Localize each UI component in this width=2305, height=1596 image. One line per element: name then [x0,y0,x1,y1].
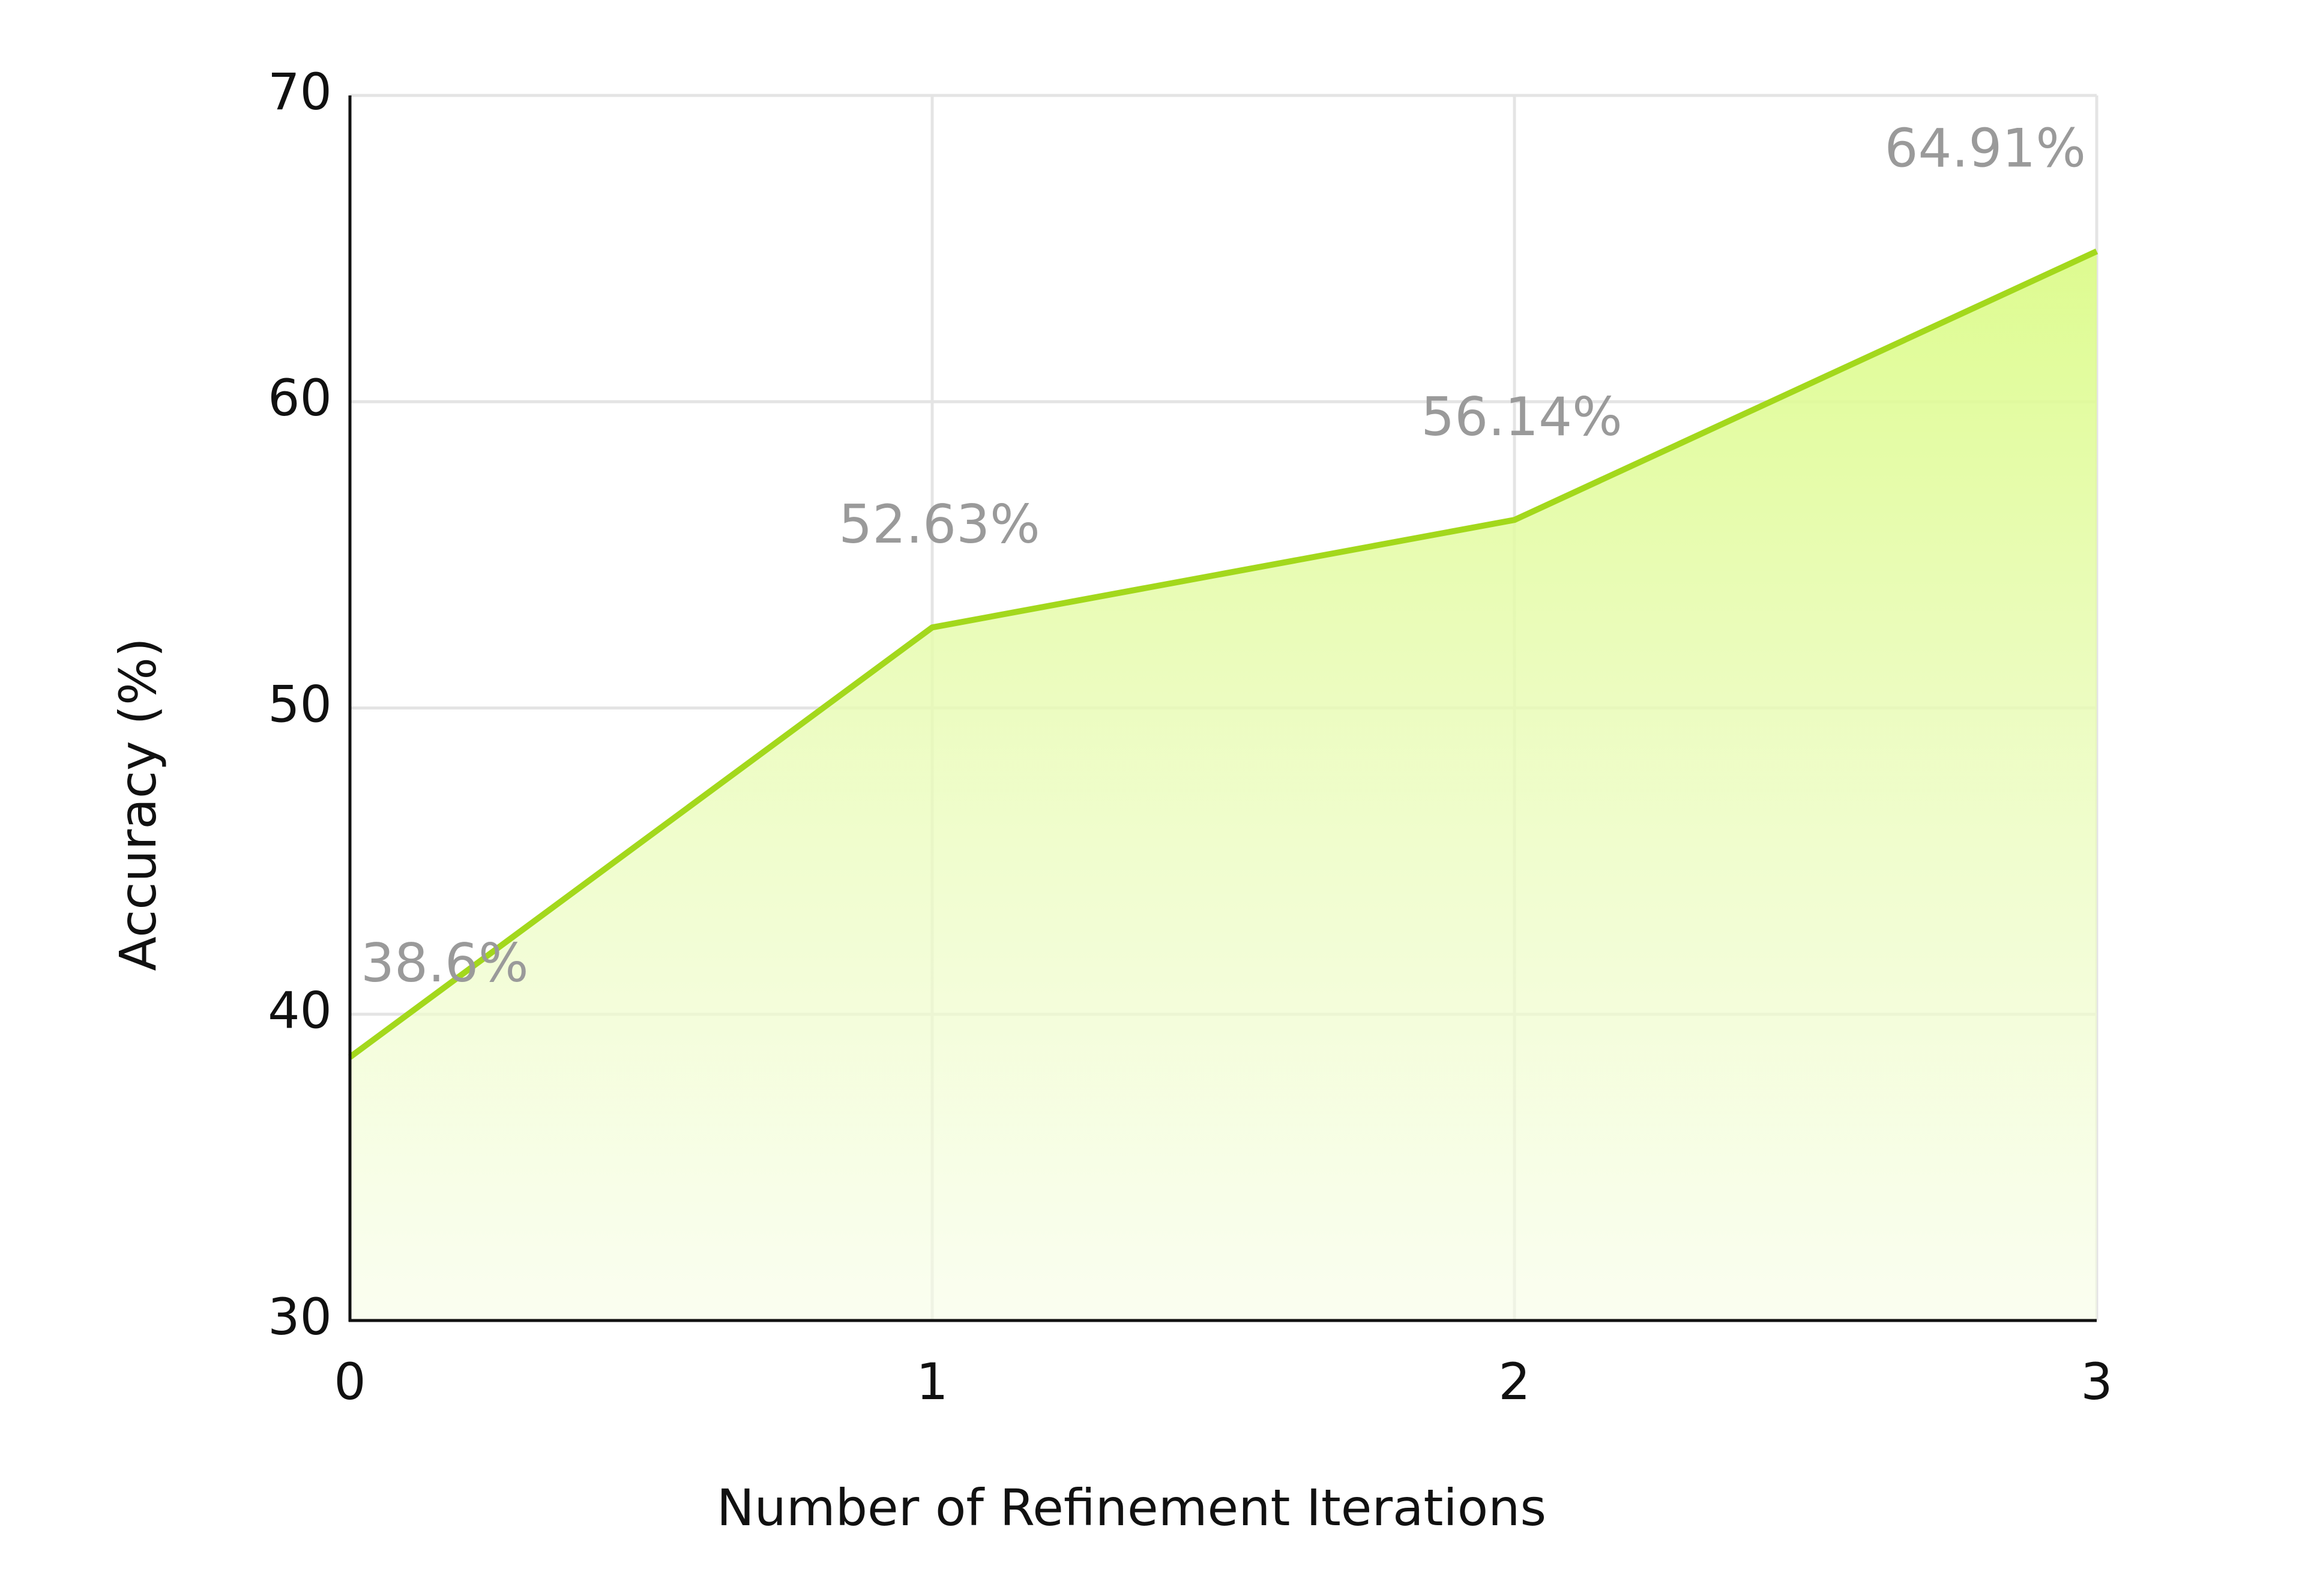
data-label: 64.91% [1884,118,2086,179]
y-axis-title: Accuracy (%) [109,637,167,971]
y-tick-label: 60 [268,369,332,427]
data-label: 52.63% [839,493,1040,555]
data-label: 38.6% [361,932,529,994]
y-tick-label: 50 [268,675,332,733]
x-tick-label: 2 [1498,1352,1530,1411]
data-label: 56.14% [1421,386,1623,448]
y-tick-label: 40 [268,981,332,1040]
line [348,248,2099,1060]
x-tick-label: 1 [916,1352,948,1411]
x-axis-title: Number of Refinement Iterations [717,1478,1546,1537]
y-tick-label: 70 [268,62,332,121]
x-tick-label: 0 [334,1352,366,1411]
area-fill [350,251,2097,1320]
y-tick-label: 30 [268,1287,332,1346]
plot-area [348,248,2099,1320]
x-tick-label: 3 [2081,1352,2112,1411]
